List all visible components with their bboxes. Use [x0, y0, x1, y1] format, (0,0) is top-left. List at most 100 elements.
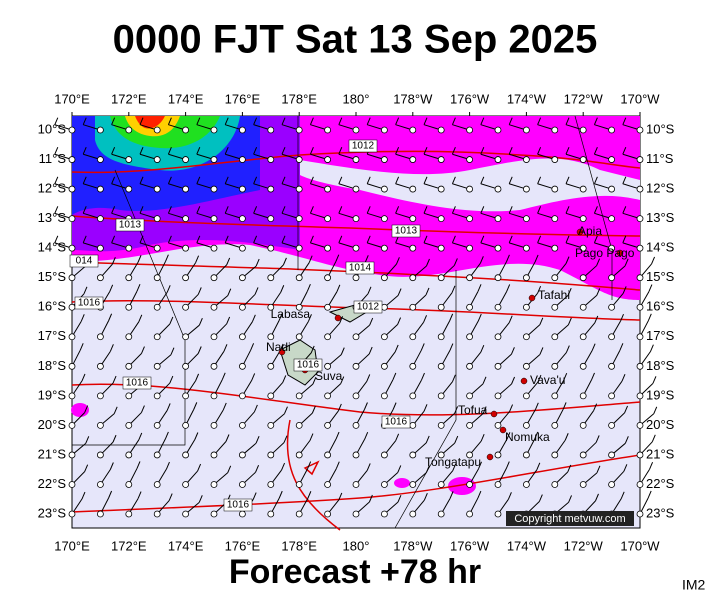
- barb-flag: [596, 258, 601, 266]
- barb-station: [579, 126, 587, 134]
- barb-station: [608, 392, 615, 400]
- barb-station: [636, 481, 644, 488]
- barb-flag: [82, 117, 87, 125]
- barb-station: [409, 274, 417, 282]
- barb-station: [125, 392, 133, 400]
- barb-flag: [364, 431, 369, 440]
- barb-flag: [309, 147, 314, 155]
- barb-station: [267, 303, 275, 311]
- barb-station: [579, 156, 587, 163]
- isobar-label-text: 1013: [395, 226, 418, 237]
- isobar-label: 1014: [345, 261, 375, 275]
- barb-flag: [168, 493, 173, 501]
- barb-station: [494, 451, 502, 459]
- barb-flag: [112, 375, 117, 384]
- barb-station: [210, 185, 218, 193]
- isobar-label: 1013: [115, 218, 145, 232]
- barb-station: [608, 362, 615, 370]
- barb-flag: [536, 462, 541, 470]
- isobar-label: 1012: [353, 300, 383, 314]
- barb-flag: [113, 406, 118, 415]
- barb-flag: [84, 405, 89, 413]
- barb-station: [437, 274, 445, 282]
- barb-station: [68, 333, 76, 341]
- barb-flag: [170, 347, 175, 355]
- barb-flag: [451, 117, 456, 125]
- barb-station: [466, 303, 474, 311]
- barb-flag: [451, 374, 456, 382]
- barb-flag: [596, 288, 601, 296]
- barb-flag: [167, 147, 172, 155]
- barb-station: [153, 156, 161, 163]
- barb-flag: [197, 346, 202, 354]
- barb-flag: [423, 235, 428, 244]
- barb-station: [608, 333, 615, 341]
- lon-label-bottom: 180°: [343, 538, 370, 553]
- isobar: [303, 460, 320, 476]
- barb-flag: [224, 147, 229, 155]
- barb-flag: [335, 254, 340, 262]
- isobar-label-box: [122, 376, 152, 390]
- barb-station: [494, 510, 502, 518]
- barb-flag: [653, 406, 658, 414]
- barb-flag: [565, 256, 570, 264]
- barb-flag: [282, 257, 287, 266]
- barb-station: [437, 126, 445, 134]
- barb-flag: [539, 317, 544, 325]
- barb-station: [579, 274, 587, 282]
- barb-flag: [564, 433, 569, 441]
- barb-station: [608, 303, 615, 311]
- barb-flag: [623, 464, 628, 472]
- isobar-label-box: [293, 358, 323, 372]
- copyright-box: [506, 511, 634, 526]
- barb-station: [68, 481, 76, 488]
- isobar-label: 014: [69, 254, 99, 268]
- barb-station: [579, 451, 587, 459]
- barb-station: [551, 362, 559, 370]
- barb-flag: [139, 176, 144, 184]
- barb-flag: [109, 284, 114, 292]
- barb-station: [523, 392, 530, 400]
- barb-station: [68, 156, 76, 163]
- barb-flag: [619, 343, 624, 351]
- lat-label-left: 20°S: [38, 417, 67, 432]
- barb-station: [380, 185, 388, 193]
- barb-station: [153, 421, 161, 429]
- barb-station: [579, 481, 587, 488]
- barb-flag: [223, 344, 228, 352]
- barb-station: [68, 510, 76, 518]
- place-dot: [528, 294, 536, 302]
- barb-station: [324, 185, 332, 193]
- lon-label-bottom: 178°E: [281, 538, 317, 553]
- barb-station: [125, 481, 133, 488]
- barb-flag: [480, 176, 485, 184]
- place-dot: [499, 426, 507, 434]
- barb-station: [352, 126, 360, 134]
- barb-flag: [647, 313, 652, 322]
- place-dot: [334, 314, 342, 322]
- barb-station: [267, 215, 275, 223]
- barb-flag: [82, 147, 87, 155]
- barb-flag: [648, 284, 653, 292]
- barb-station: [523, 303, 530, 311]
- barb-station: [210, 451, 218, 459]
- isobar-label-text: 1016: [78, 298, 101, 309]
- barb-flag: [480, 433, 485, 442]
- barb-flag: [453, 258, 458, 266]
- barb-station: [68, 451, 76, 459]
- barb-station: [238, 481, 246, 488]
- barb-flag: [196, 147, 201, 155]
- barb-flag: [595, 435, 600, 443]
- barb-flag: [649, 344, 654, 352]
- barb-flag: [284, 406, 288, 414]
- barb-station: [352, 481, 360, 488]
- barb-flag: [397, 317, 402, 325]
- barb-flag: [537, 176, 542, 184]
- barb-flag: [451, 285, 456, 294]
- lon-label-bottom: 172°W: [564, 538, 604, 553]
- barb-station: [551, 274, 559, 282]
- barb-flag: [565, 147, 570, 155]
- barb-flag: [108, 313, 113, 321]
- barb-flag: [451, 206, 456, 214]
- barb-flag: [221, 372, 226, 381]
